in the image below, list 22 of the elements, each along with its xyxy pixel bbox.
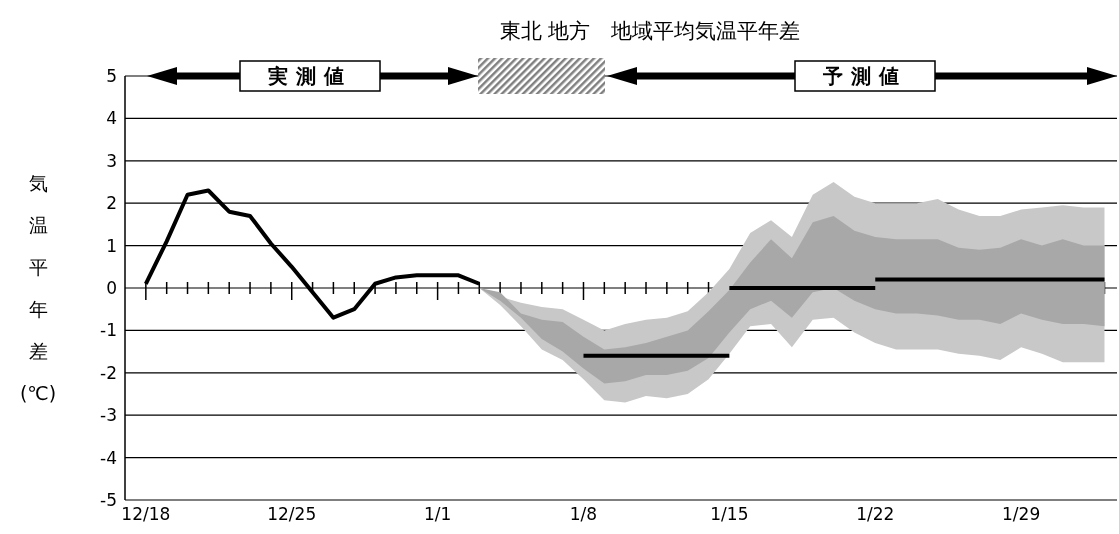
x-tick-label: 1/29 (1002, 504, 1041, 525)
y-tick-label: 5 (106, 66, 117, 87)
annotation: 実測値 (267, 64, 352, 89)
y-tick-label: 2 (106, 193, 117, 214)
y-tick-label: 4 (106, 108, 117, 129)
y-tick-label: 0 (106, 278, 117, 299)
x-tick-label: 1/15 (710, 504, 749, 525)
y-tick-label: -4 (100, 447, 117, 468)
y-tick-label: -3 (100, 405, 117, 426)
y-tick-label: -2 (100, 362, 117, 383)
y-tick-label: 3 (106, 150, 117, 171)
x-tick-label: 12/25 (267, 504, 317, 525)
x-tick-label: 1/8 (569, 504, 598, 525)
y-tick-label: 1 (106, 235, 117, 256)
x-tick-label: 1/1 (423, 504, 452, 525)
y-tick-label: -5 (100, 490, 117, 511)
x-tick-label: 12/18 (121, 504, 171, 525)
y-tick-label: -1 (100, 320, 117, 341)
x-tick-label: 1/22 (856, 504, 895, 525)
chart-title: 東北 地方 地域平均気温平年差 (499, 19, 801, 43)
y-axis-title: 気温平年差(℃) (19, 171, 57, 404)
annotation: 予測値 (822, 64, 907, 89)
